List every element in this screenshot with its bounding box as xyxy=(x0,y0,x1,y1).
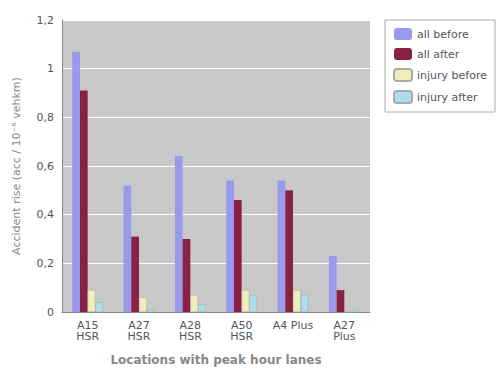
svg-text:all before: all before xyxy=(417,28,469,41)
svg-text:A15: A15 xyxy=(76,319,99,332)
svg-text:A4 Plus: A4 Plus xyxy=(273,319,314,332)
svg-text:HSR: HSR xyxy=(76,330,99,343)
svg-text:HSR: HSR xyxy=(179,330,202,343)
svg-text:HSR: HSR xyxy=(128,330,151,343)
svg-text:A50: A50 xyxy=(230,319,253,332)
svg-text:1,2: 1,2 xyxy=(37,14,55,27)
svg-text:A27: A27 xyxy=(333,319,356,332)
svg-text:A27: A27 xyxy=(128,319,150,332)
svg-text:Locations with peak hour lanes: Locations with peak hour lanes xyxy=(110,353,321,367)
svg-text:HSR: HSR xyxy=(230,330,253,343)
svg-text:Accident rise (acc / 10⁻⁶ vehk: Accident rise (acc / 10⁻⁶ vehkm) xyxy=(10,77,23,255)
svg-text:0,4: 0,4 xyxy=(37,208,55,221)
svg-text:0,2: 0,2 xyxy=(37,257,55,270)
svg-text:1: 1 xyxy=(47,62,54,75)
svg-text:injury after: injury after xyxy=(417,91,478,104)
svg-text:all after: all after xyxy=(417,48,460,61)
svg-text:0,8: 0,8 xyxy=(37,111,55,124)
svg-text:0,6: 0,6 xyxy=(37,160,55,173)
svg-text:0: 0 xyxy=(47,306,54,319)
svg-text:injury before: injury before xyxy=(417,69,487,82)
svg-text:Plus: Plus xyxy=(333,330,356,343)
svg-text:A28: A28 xyxy=(179,319,202,332)
